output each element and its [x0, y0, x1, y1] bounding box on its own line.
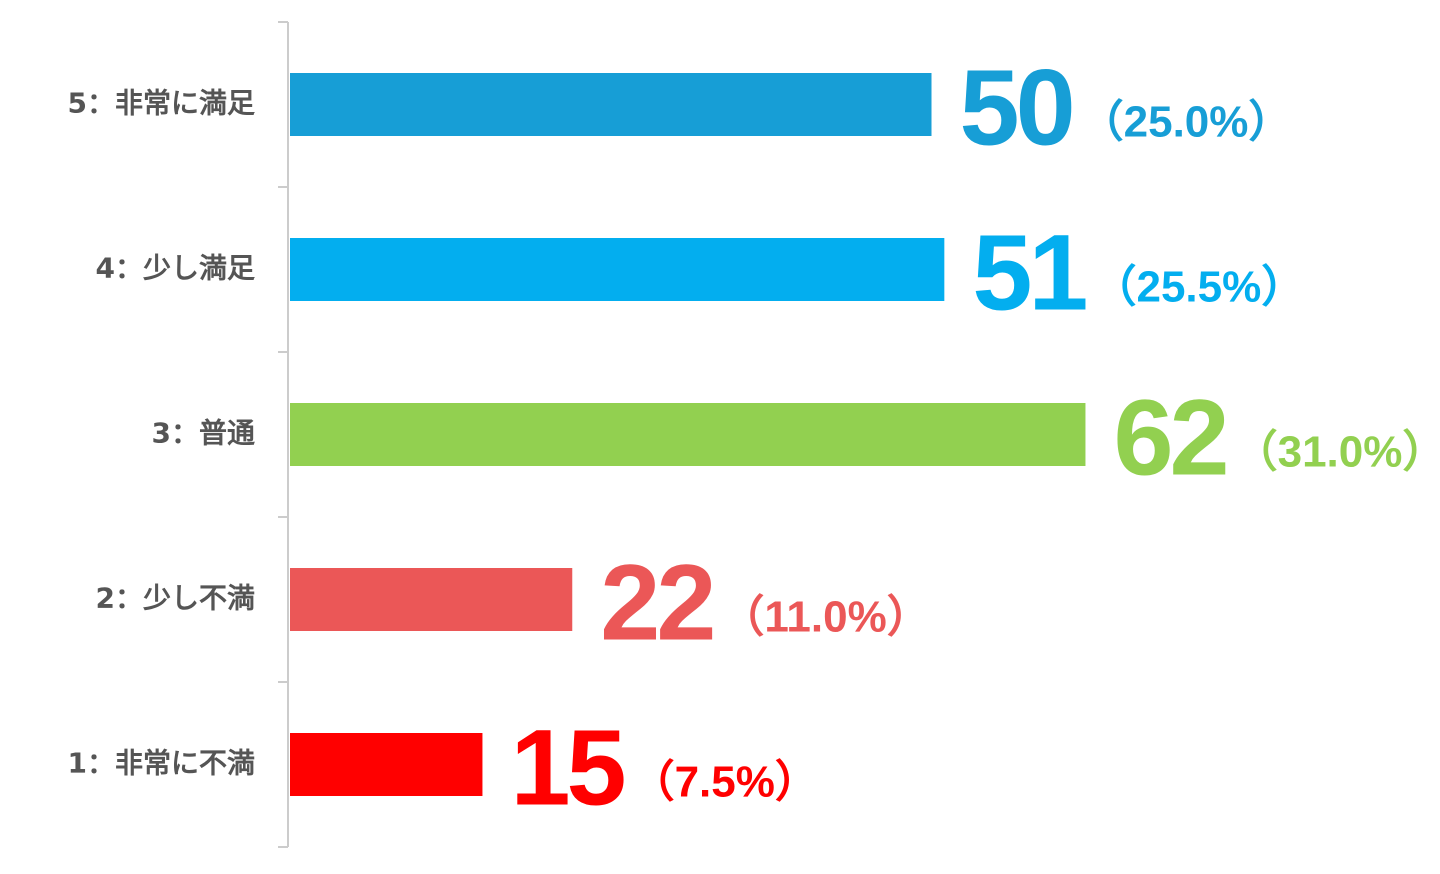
percent-label: （25.0%）: [1080, 98, 1293, 147]
category-label: 1：非常に不満: [68, 747, 255, 780]
category-label: 5：非常に満足: [68, 87, 255, 120]
percent-label: （11.0%）: [720, 593, 930, 642]
value-label: 22: [600, 542, 712, 663]
value-label: 62: [1113, 377, 1225, 498]
bar: [290, 733, 483, 796]
bar: [290, 73, 932, 136]
category-label: 2：少し不満: [96, 582, 255, 615]
percent-label: （7.5%）: [631, 758, 819, 807]
bar: [290, 403, 1086, 466]
bar: [290, 568, 573, 631]
percent-label: （31.0%）: [1234, 428, 1440, 477]
bar: [290, 238, 945, 301]
value-label: 51: [972, 212, 1086, 333]
category-label: 3：普通: [152, 417, 255, 450]
value-label: 50: [960, 47, 1072, 168]
value-label: 15: [510, 707, 624, 828]
category-label: 4：少し満足: [96, 252, 255, 285]
percent-label: （25.5%）: [1092, 263, 1305, 312]
